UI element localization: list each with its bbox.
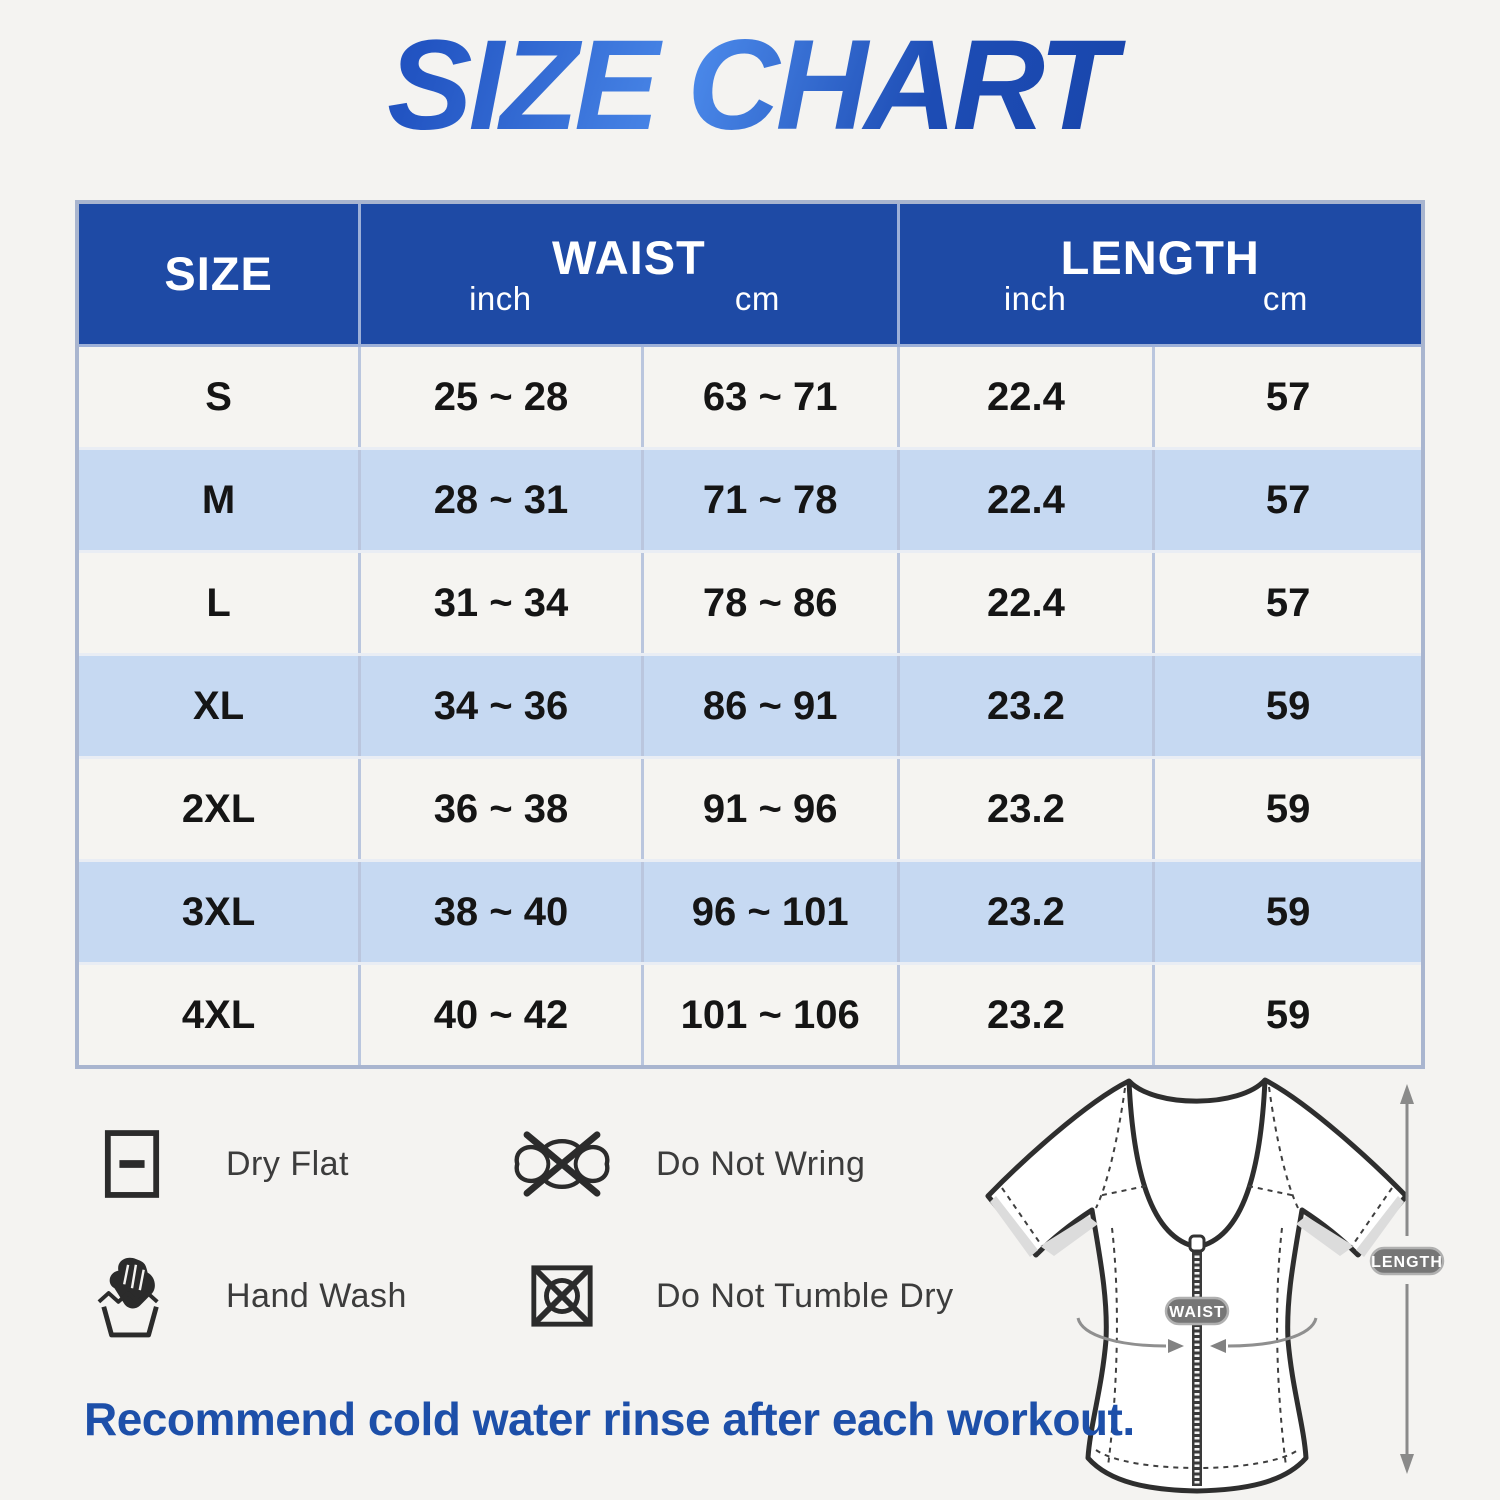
- care-label: Hand Wash: [226, 1276, 407, 1315]
- waist-header-label: WAIST: [551, 231, 706, 284]
- table-row: 4XL 40 ~ 42 101 ~ 106 23.2 59: [75, 962, 1425, 1069]
- size-cell: 2XL: [75, 756, 362, 862]
- waist-inch-cell: 34 ~ 36: [358, 653, 644, 759]
- size-cell: XL: [75, 653, 362, 759]
- length-inch-cell: 23.2: [896, 962, 1156, 1069]
- waist-inch-cell: 25 ~ 28: [358, 344, 644, 450]
- garment-diagram: WAIST LENGTH: [950, 1058, 1470, 1498]
- length-cm-cell: 57: [1152, 344, 1425, 450]
- length-cm-cell: 59: [1152, 962, 1425, 1069]
- care-label: Dry Flat: [226, 1144, 349, 1183]
- waist-cm-unit-label: cm: [734, 280, 780, 317]
- length-cm-cell: 59: [1152, 756, 1425, 862]
- care-item-do-not-wring: Do Not Wring: [500, 1128, 970, 1200]
- waist-inch-cell: 31 ~ 34: [358, 550, 644, 656]
- table-row: M 28 ~ 31 71 ~ 78 22.4 57: [75, 447, 1425, 553]
- waist-inch-cell: 38 ~ 40: [358, 859, 644, 965]
- waist-badge: [1164, 1296, 1230, 1326]
- zipper-pull: [1188, 1234, 1206, 1253]
- length-inch-cell: 22.4: [896, 344, 1156, 450]
- length-badge-label: LENGTH: [1371, 1254, 1443, 1271]
- dry-flat-icon: [70, 1129, 194, 1199]
- length-inch-unit-label: inch: [1003, 280, 1067, 317]
- waist-cm-cell: 63 ~ 71: [640, 344, 900, 450]
- care-item-dry-flat: Dry Flat: [70, 1129, 500, 1199]
- waist-inch-cell: 40 ~ 42: [358, 962, 644, 1069]
- care-label: Do Not Tumble Dry: [656, 1276, 954, 1315]
- table-header-row: SIZE WAIST inch cm LENGTH inch cm: [75, 200, 1425, 347]
- table-row: S 25 ~ 28 63 ~ 71 22.4 57: [75, 344, 1425, 450]
- length-cm-cell: 59: [1152, 859, 1425, 965]
- care-instructions: Dry Flat Do Not Wring: [70, 1098, 970, 1362]
- waist-cm-cell: 96 ~ 101: [640, 859, 900, 965]
- care-label: Do Not Wring: [656, 1144, 866, 1183]
- waist-inch-unit-label: inch: [469, 280, 532, 317]
- waist-arrows: [1076, 1317, 1318, 1348]
- table-row: L 31 ~ 34 78 ~ 86 22.4 57: [75, 550, 1425, 656]
- footer-note: Recommend cold water rinse after each wo…: [84, 1393, 1135, 1445]
- length-inch-cell: 22.4: [896, 447, 1156, 553]
- length-cm-cell: 57: [1152, 447, 1425, 553]
- table-row: XL 34 ~ 36 86 ~ 91 23.2 59: [75, 653, 1425, 759]
- length-inch-cell: 23.2: [896, 653, 1156, 759]
- length-inch-cell: 23.2: [896, 756, 1156, 862]
- waist-inch-cell: 36 ~ 38: [358, 756, 644, 862]
- care-item-do-not-tumble-dry: Do Not Tumble Dry: [500, 1262, 970, 1330]
- hand-wash-icon: [70, 1251, 194, 1341]
- length-cm-cell: 57: [1152, 550, 1425, 656]
- length-cm-unit-label: cm: [1262, 280, 1308, 317]
- length-badge: [1369, 1246, 1445, 1276]
- waist-column-header: WAIST inch cm: [358, 200, 900, 347]
- waist-cm-cell: 101 ~ 106: [640, 962, 900, 1069]
- do-not-wring-icon: [500, 1128, 624, 1200]
- waist-cm-cell: 78 ~ 86: [640, 550, 900, 656]
- table-row: 2XL 36 ~ 38 91 ~ 96 23.2 59: [75, 756, 1425, 862]
- size-header-label: SIZE: [164, 247, 273, 300]
- waist-cm-cell: 71 ~ 78: [640, 447, 900, 553]
- size-cell: 4XL: [75, 962, 362, 1069]
- length-inch-cell: 23.2: [896, 859, 1156, 965]
- length-header-label: LENGTH: [1060, 231, 1260, 284]
- care-item-hand-wash: Hand Wash: [70, 1251, 500, 1341]
- length-column-header: LENGTH inch cm: [896, 200, 1425, 347]
- size-cell: 3XL: [75, 859, 362, 965]
- size-table: SIZE WAIST inch cm LENGTH inch cm S 25 ~…: [75, 200, 1425, 1069]
- do-not-tumble-dry-icon: [500, 1262, 624, 1330]
- table-row: 3XL 38 ~ 40 96 ~ 101 23.2 59: [75, 859, 1425, 965]
- size-cell: M: [75, 447, 362, 553]
- waist-cm-cell: 91 ~ 96: [640, 756, 900, 862]
- length-inch-cell: 22.4: [896, 550, 1156, 656]
- size-cell: L: [75, 550, 362, 656]
- length-cm-cell: 59: [1152, 653, 1425, 759]
- size-cell: S: [75, 344, 362, 450]
- waist-inch-cell: 28 ~ 31: [358, 447, 644, 553]
- waist-badge-label: WAIST: [1169, 1304, 1225, 1321]
- waist-cm-cell: 86 ~ 91: [640, 653, 900, 759]
- size-column-header: SIZE: [75, 200, 362, 347]
- page-title: SIZE CHART: [0, 15, 1500, 157]
